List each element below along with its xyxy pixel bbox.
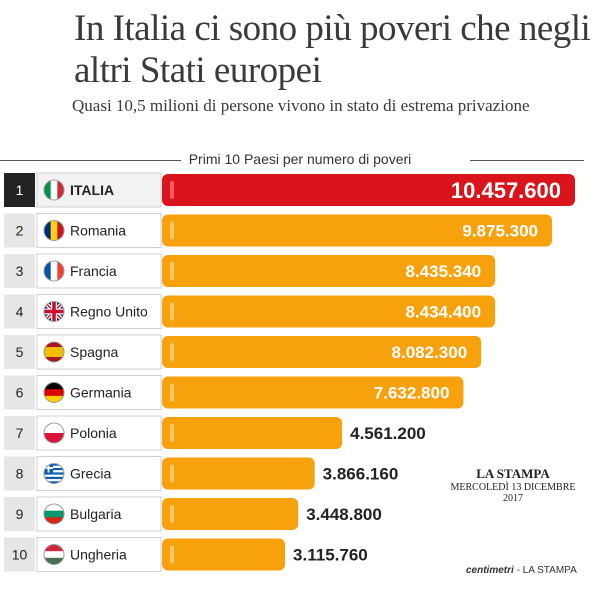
country-label: Romania bbox=[70, 223, 126, 239]
bar-sheen bbox=[170, 383, 174, 402]
rank-label: 6 bbox=[16, 385, 24, 401]
value-label: 4.561.200 bbox=[350, 424, 426, 443]
bar-sheen bbox=[170, 221, 174, 240]
source-block: LA STAMPA MERCOLEDÌ 13 DICEMBRE 2017 bbox=[445, 466, 581, 504]
bar-sheen bbox=[170, 505, 174, 523]
bar bbox=[162, 457, 315, 490]
bar-sheen bbox=[170, 302, 174, 321]
rank-label: 1 bbox=[16, 182, 24, 198]
bar-sheen bbox=[170, 181, 174, 199]
bulgaria-flag-icon bbox=[43, 503, 65, 525]
chart-title: In Italia ci sono più poveri che negli a… bbox=[74, 8, 591, 91]
rank-box bbox=[4, 335, 35, 369]
greece-flag-icon bbox=[43, 463, 65, 484]
legend-rule-left bbox=[0, 160, 186, 161]
country-label: Germania bbox=[70, 385, 132, 401]
uk-flag-icon bbox=[43, 301, 65, 322]
legend-rule-right bbox=[470, 160, 584, 161]
bar-sheen bbox=[170, 343, 174, 361]
value-label: 8.435.340 bbox=[405, 262, 481, 281]
bar-sheen bbox=[170, 464, 174, 483]
value-label: 8.082.300 bbox=[392, 343, 468, 362]
country-label: Bulgaria bbox=[70, 506, 122, 522]
rank-label: 2 bbox=[16, 223, 24, 239]
rank-label: 10 bbox=[12, 547, 28, 563]
hungary-flag-icon bbox=[43, 544, 65, 565]
credit-rest: - LA STAMPA bbox=[513, 565, 577, 576]
italy-flag-icon bbox=[43, 179, 65, 201]
rank-label: 4 bbox=[16, 304, 24, 320]
chart-row: 5 Spagna 8.082.300 bbox=[4, 334, 482, 370]
credit-line: centimetri - LA STAMPA bbox=[466, 565, 577, 576]
rank-label: 9 bbox=[16, 506, 24, 522]
france-flag-icon bbox=[43, 260, 65, 282]
chart-row: 9 Bulgaria 3.448.800 bbox=[4, 496, 382, 532]
country-label: Regno Unito bbox=[70, 304, 148, 320]
spain-flag-icon bbox=[43, 341, 65, 363]
rank-box bbox=[4, 456, 35, 491]
chart-row: 6 Germania 7.632.800 bbox=[4, 375, 464, 410]
bar bbox=[162, 214, 553, 247]
value-label: 10.457.600 bbox=[451, 178, 561, 203]
rank-box bbox=[4, 254, 35, 288]
rank-box bbox=[4, 416, 35, 450]
rank-box bbox=[4, 213, 35, 248]
value-label: 3.448.800 bbox=[306, 505, 382, 524]
chart-subtitle: Quasi 10,5 milioni di persone vivono in … bbox=[72, 96, 530, 115]
rank-label: 5 bbox=[16, 344, 24, 360]
bar bbox=[162, 498, 299, 530]
chart-row: 8 Grecia 3.866.160 bbox=[4, 456, 399, 491]
country-label: Spagna bbox=[70, 344, 118, 360]
legend-label: Primi 10 Paesi per numero di poveri bbox=[180, 151, 420, 167]
chart-row: 3 Francia 8.435.340 bbox=[4, 253, 496, 289]
source-brand: LA STAMPA bbox=[476, 466, 550, 481]
rank-box bbox=[4, 375, 35, 410]
country-label: Ungheria bbox=[70, 547, 127, 563]
country-label: Grecia bbox=[70, 466, 111, 482]
germany-flag-icon bbox=[43, 382, 65, 403]
chart-row: 7 Polonia 4.561.200 bbox=[4, 415, 426, 451]
value-label: 3.866.160 bbox=[323, 465, 399, 484]
rank-box bbox=[4, 537, 35, 572]
bar bbox=[162, 417, 343, 449]
chart-row: 4 Regno Unito 8.434.400 bbox=[4, 294, 496, 329]
bar bbox=[162, 174, 575, 206]
rank-label: 7 bbox=[16, 425, 24, 441]
bar bbox=[162, 336, 482, 368]
rank-box bbox=[4, 173, 35, 207]
chart-row: 1 ITALIA 10.457.600 bbox=[4, 172, 575, 208]
bar bbox=[162, 376, 464, 409]
bar-sheen bbox=[170, 545, 174, 564]
source-date: MERCOLEDÌ 13 DICEMBRE 2017 bbox=[450, 482, 576, 504]
chart-row: 10 Ungheria 3.115.760 bbox=[4, 537, 368, 572]
bar bbox=[162, 255, 496, 287]
rank-box bbox=[4, 294, 35, 329]
country-label: Francia bbox=[70, 263, 117, 279]
bar-sheen bbox=[170, 424, 174, 442]
poland-flag-icon bbox=[43, 422, 65, 444]
value-label: 9.875.300 bbox=[462, 222, 538, 241]
value-label: 7.632.800 bbox=[374, 384, 450, 403]
value-label: 3.115.760 bbox=[293, 546, 368, 565]
credit-brand: centimetri bbox=[466, 565, 514, 576]
country-label: ITALIA bbox=[70, 182, 114, 198]
chart-row: 2 Romania 9.875.300 bbox=[4, 213, 553, 248]
value-label: 8.434.400 bbox=[405, 303, 481, 322]
country-label: Polonia bbox=[70, 425, 117, 441]
romania-flag-icon bbox=[43, 220, 65, 241]
rank-box bbox=[4, 497, 35, 531]
bar-sheen bbox=[170, 262, 174, 280]
bar bbox=[162, 295, 496, 328]
rank-label: 8 bbox=[16, 466, 24, 482]
rank-label: 3 bbox=[16, 263, 24, 279]
bar bbox=[162, 538, 286, 571]
